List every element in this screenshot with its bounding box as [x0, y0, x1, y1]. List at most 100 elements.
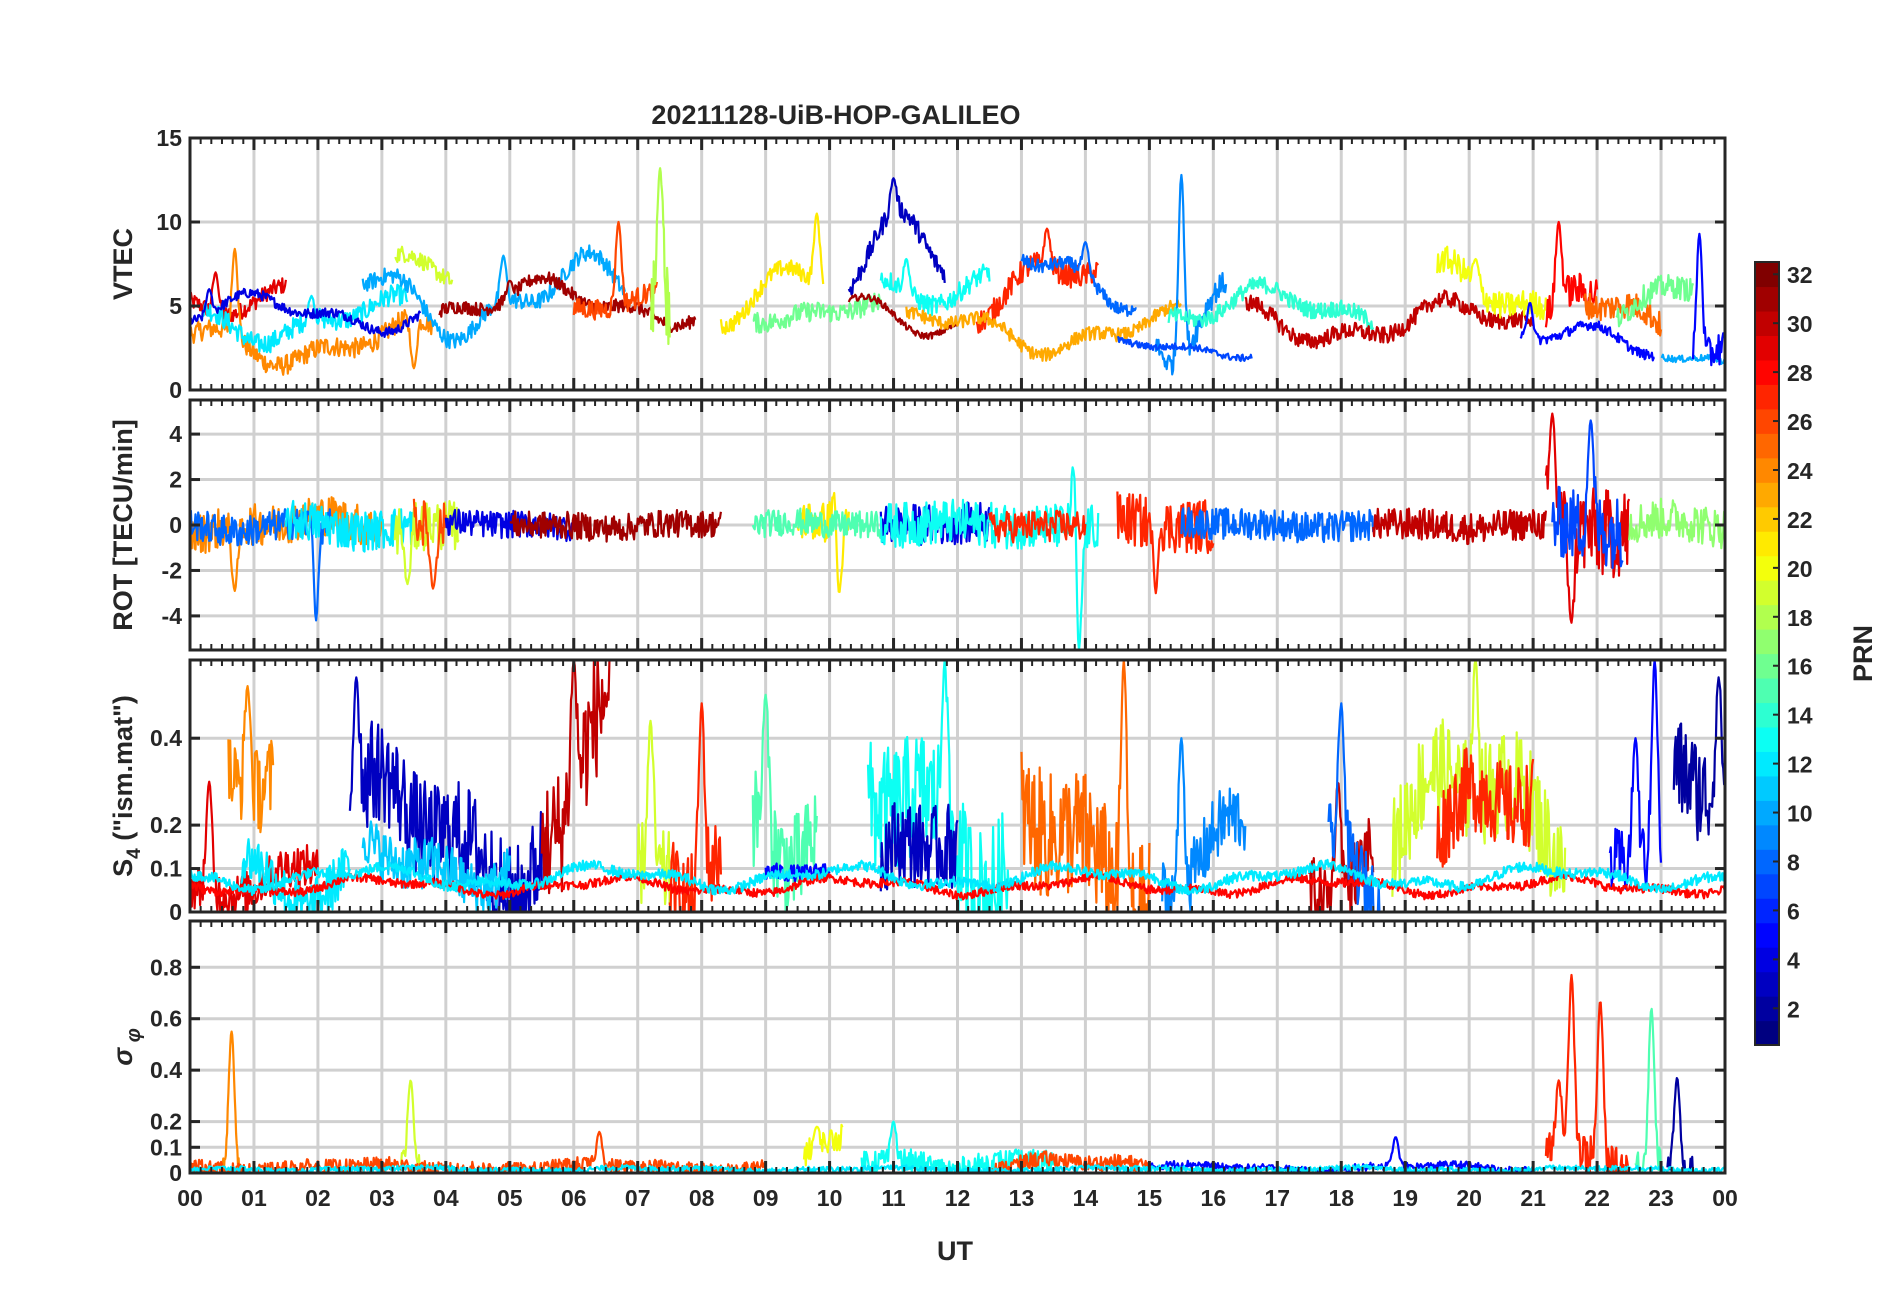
y-axis-label-sigma: σ φ	[108, 1028, 145, 1066]
y-tick-label: 2	[169, 467, 182, 493]
series-line-prn-26	[988, 1150, 1151, 1173]
colorbar-tick-label: 30	[1787, 311, 1813, 337]
series-line-prn-7	[1116, 336, 1253, 362]
colorbar-tick-label: 22	[1787, 507, 1813, 533]
x-tick-label: 15	[1137, 1185, 1163, 1211]
x-tick-label: 22	[1584, 1185, 1610, 1211]
x-tick-label: 09	[753, 1185, 779, 1211]
series-line-prn-24	[227, 684, 275, 834]
x-tick-label: 06	[561, 1185, 587, 1211]
series-line-prn-3	[348, 676, 543, 912]
colorbar-label: PRN	[1848, 625, 1878, 682]
colorbar-tick-label: 2	[1787, 996, 1800, 1022]
series-line-prn-9	[1161, 737, 1247, 912]
colorbar-swatch	[1755, 482, 1779, 508]
panel-sigma: 00.10.2 0.4 0.6 0.8 σ φ 00 01 02 03 04 05 06 07 08 09 1…	[108, 919, 1738, 1211]
series-line-prn-12	[201, 283, 409, 354]
series-line-prn-24	[190, 247, 434, 376]
y-tick-label: 10	[156, 209, 182, 235]
y-tick-label: 4	[169, 421, 182, 447]
colorbar-tick-label: 4	[1787, 947, 1800, 973]
colorbar-tick-label: 14	[1787, 703, 1813, 729]
colorbar-swatch	[1755, 922, 1779, 948]
colorbar-frame	[1754, 261, 1780, 1046]
x-tick-label: 07	[625, 1185, 651, 1211]
series-line-prn-30	[540, 660, 611, 895]
y-tick-label: 0.4	[150, 725, 182, 751]
x-tick-label: 00	[177, 1185, 203, 1211]
x-tick-label: 00	[1712, 1185, 1738, 1211]
series-line-prn-5	[1608, 660, 1663, 890]
colorbar-tick-label: 16	[1787, 654, 1813, 680]
x-tick-label: 21	[1520, 1185, 1546, 1211]
x-tick-label: 11	[881, 1185, 906, 1211]
colorbar-swatch	[1755, 629, 1779, 655]
y-tick-label: 0	[169, 512, 182, 538]
colorbar-tick-label: 12	[1787, 752, 1813, 778]
series-line-prn-7	[1551, 419, 1624, 570]
y-tick-label: 0.4	[150, 1057, 182, 1083]
x-tick-label: 16	[1201, 1185, 1227, 1211]
series-line-prn-26	[572, 220, 658, 321]
colorbar-swatch	[1755, 677, 1779, 704]
panel-vtec: 0 5 10 15 VTEC	[108, 125, 1727, 403]
series-line-prn-17	[1628, 497, 1725, 550]
x-tick-label: 18	[1328, 1185, 1354, 1211]
series-line-prn-19	[1391, 660, 1567, 897]
colorbar-swatch	[1755, 384, 1779, 410]
series-line-prn-27	[1544, 973, 1630, 1173]
series-line-prn-8	[1020, 241, 1137, 317]
series-line-prn-11	[361, 820, 511, 912]
y-tick-label: 0.6	[150, 1006, 182, 1032]
y-tick-label: -4	[162, 603, 183, 629]
y-tick-label: 15	[156, 125, 182, 151]
colorbar-swatch	[1755, 873, 1779, 899]
series-line-prn-15	[751, 693, 818, 912]
colorbar-swatch	[1755, 335, 1779, 361]
x-tick-label: 12	[945, 1185, 971, 1211]
x-tick-label: 10	[817, 1185, 843, 1211]
series-line-prn-26	[412, 498, 447, 590]
colorbar-swatch	[1755, 433, 1779, 459]
chart-title: 20211128-UiB-HOP-GALILEO	[651, 100, 1020, 130]
colorbar-tick-label: 10	[1787, 801, 1813, 827]
y-tick-label: 0.8	[150, 954, 182, 980]
series-line-prn-2	[1672, 676, 1725, 842]
colorbar-tick-label: 28	[1787, 360, 1813, 386]
x-tick-label: 13	[1009, 1185, 1035, 1211]
colorbar-tick-label: 24	[1787, 458, 1813, 484]
series-line-prn-16	[752, 292, 882, 334]
x-tick-label: 03	[369, 1185, 395, 1211]
x-tick-label: 17	[1264, 1185, 1290, 1211]
colorbar-tick-label: 26	[1787, 409, 1813, 435]
x-tick-label: 14	[1073, 1185, 1099, 1211]
series-line-prn-25	[1020, 660, 1151, 912]
series-line-prn-13	[866, 660, 1010, 912]
y-tick-label: 0.1	[150, 856, 182, 882]
series-line-prn-12	[190, 858, 1725, 897]
colorbar-swatch	[1755, 531, 1779, 557]
series-line-prn-31	[847, 292, 958, 340]
colorbar-tick-label: 8	[1787, 849, 1800, 875]
y-tick-label: 0.2	[150, 812, 182, 838]
series-line-prn-27	[988, 509, 1087, 544]
series-group	[190, 660, 1725, 912]
colorbar-swatch	[1755, 286, 1779, 312]
y-tick-label: 0	[169, 899, 182, 925]
colorbar-swatch	[1755, 580, 1779, 606]
colorbar-swatch	[1755, 824, 1779, 850]
y-axis-label-vtec: VTEC	[108, 228, 138, 300]
series-line-prn-27	[1116, 491, 1215, 595]
colorbar-tick-label: 18	[1787, 605, 1813, 631]
series-line-prn-20	[1436, 245, 1547, 321]
x-tick-label: 04	[433, 1185, 459, 1211]
colorbar-swatch	[1755, 726, 1779, 752]
y-tick-label: 0.2	[150, 1109, 182, 1135]
series-line-prn-27	[668, 702, 722, 912]
colorbar-swatch	[1755, 775, 1779, 801]
x-tick-label: 20	[1456, 1185, 1482, 1211]
series-line-prn-8	[190, 508, 332, 622]
x-tick-label: 08	[689, 1185, 715, 1211]
